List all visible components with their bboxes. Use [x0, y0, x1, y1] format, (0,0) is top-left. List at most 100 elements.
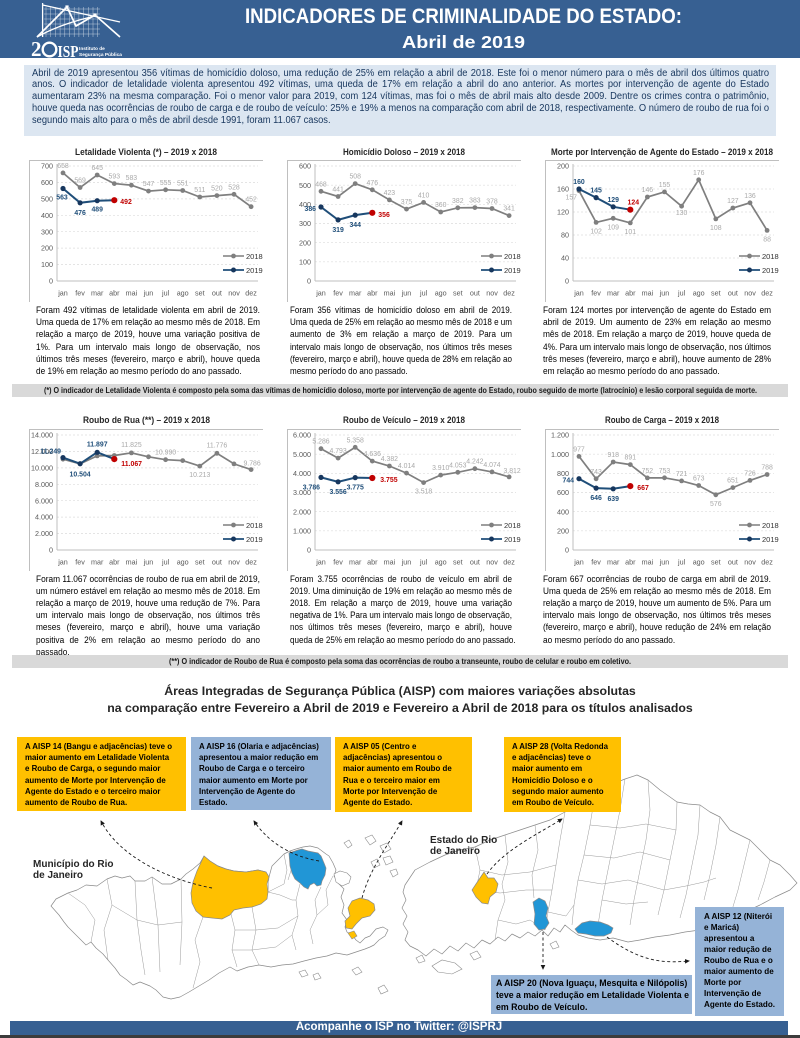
svg-text:300: 300 — [299, 219, 311, 228]
svg-text:jan: jan — [57, 289, 68, 298]
svg-text:673: 673 — [693, 476, 705, 483]
svg-text:Instituto de: Instituto de — [79, 46, 105, 52]
svg-text:551: 551 — [177, 181, 189, 188]
svg-text:721: 721 — [676, 471, 688, 478]
svg-text:2018: 2018 — [246, 521, 263, 530]
svg-text:mar: mar — [349, 558, 362, 567]
svg-text:157: 157 — [566, 195, 578, 202]
svg-text:3.775: 3.775 — [347, 485, 364, 492]
svg-text:8.000: 8.000 — [35, 480, 53, 489]
svg-text:508: 508 — [349, 174, 361, 181]
svg-text:abr: abr — [109, 558, 120, 567]
svg-text:set: set — [711, 558, 721, 567]
svg-text:set: set — [195, 558, 205, 567]
svg-text:2019: 2019 — [762, 535, 779, 544]
svg-text:set: set — [195, 289, 205, 298]
svg-text:0: 0 — [307, 277, 311, 286]
svg-text:jul: jul — [419, 558, 428, 567]
svg-text:0: 0 — [565, 546, 569, 555]
svg-text:2018: 2018 — [762, 252, 779, 261]
svg-text:101: 101 — [625, 229, 637, 236]
svg-text:3.000: 3.000 — [293, 488, 311, 497]
svg-text:dez: dez — [503, 289, 515, 298]
svg-text:375: 375 — [401, 199, 413, 206]
svg-text:1.000: 1.000 — [293, 526, 311, 535]
svg-text:100: 100 — [41, 260, 53, 269]
svg-text:mar: mar — [349, 289, 362, 298]
svg-text:0: 0 — [565, 277, 569, 286]
svg-text:788: 788 — [761, 465, 773, 472]
svg-text:520: 520 — [211, 186, 223, 193]
svg-text:mar: mar — [607, 289, 620, 298]
svg-text:out: out — [470, 289, 480, 298]
svg-text:400: 400 — [41, 211, 53, 220]
svg-text:jun: jun — [659, 289, 670, 298]
svg-text:0: 0 — [307, 546, 311, 555]
svg-text:382: 382 — [452, 198, 464, 205]
svg-text:0: 0 — [49, 546, 53, 555]
svg-text:341: 341 — [503, 206, 515, 213]
svg-text:mar: mar — [91, 558, 104, 567]
svg-text:2019: 2019 — [246, 535, 263, 544]
svg-text:102: 102 — [590, 228, 602, 235]
svg-text:441: 441 — [332, 187, 344, 194]
svg-text:109: 109 — [607, 224, 619, 231]
svg-text:500: 500 — [299, 181, 311, 190]
svg-text:mar: mar — [607, 558, 620, 567]
svg-text:726: 726 — [744, 470, 756, 477]
svg-text:400: 400 — [557, 507, 569, 516]
svg-text:abr: abr — [367, 289, 378, 298]
svg-text:4.014: 4.014 — [398, 463, 415, 470]
svg-text:344: 344 — [349, 222, 361, 229]
svg-text:jul: jul — [677, 289, 686, 298]
svg-text:410: 410 — [418, 192, 430, 199]
svg-text:fev: fev — [591, 558, 601, 567]
svg-text:jan: jan — [315, 558, 326, 567]
svg-text:743: 743 — [590, 469, 602, 476]
svg-text:476: 476 — [367, 180, 379, 187]
svg-text:fev: fev — [333, 558, 343, 567]
svg-text:4.382: 4.382 — [381, 456, 398, 463]
svg-text:130: 130 — [676, 210, 688, 217]
svg-text:651: 651 — [727, 478, 739, 485]
svg-text:10.504: 10.504 — [70, 472, 91, 479]
svg-text:500: 500 — [41, 195, 53, 204]
svg-text:out: out — [728, 558, 738, 567]
svg-text:300: 300 — [41, 227, 53, 236]
svg-text:600: 600 — [299, 162, 311, 171]
svg-text:2018: 2018 — [246, 252, 263, 261]
svg-text:11.897: 11.897 — [87, 441, 108, 448]
svg-text:3.556: 3.556 — [329, 489, 346, 496]
svg-text:ago: ago — [435, 289, 447, 298]
svg-text:jun: jun — [659, 558, 670, 567]
svg-text:2018: 2018 — [504, 521, 521, 530]
svg-text:492: 492 — [120, 199, 132, 206]
svg-text:4.793: 4.793 — [329, 448, 346, 455]
svg-text:abr: abr — [625, 289, 636, 298]
svg-text:jul: jul — [161, 558, 170, 567]
svg-text:645: 645 — [91, 165, 103, 172]
svg-text:2018: 2018 — [504, 252, 521, 261]
svg-text:abr: abr — [109, 289, 120, 298]
svg-text:5.358: 5.358 — [347, 437, 364, 444]
svg-text:out: out — [470, 558, 480, 567]
svg-text:abr: abr — [625, 558, 636, 567]
svg-text:3.755: 3.755 — [380, 477, 397, 484]
svg-text:fev: fev — [75, 558, 85, 567]
svg-text:ago: ago — [693, 289, 705, 298]
svg-text:752: 752 — [642, 468, 654, 475]
svg-text:set: set — [453, 289, 463, 298]
svg-text:378: 378 — [486, 199, 498, 206]
svg-text:145: 145 — [590, 188, 602, 195]
svg-text:600: 600 — [557, 488, 569, 497]
svg-text:nov: nov — [744, 289, 756, 298]
svg-text:400: 400 — [299, 200, 311, 209]
svg-text:146: 146 — [642, 187, 654, 194]
svg-text:2: 2 — [31, 37, 42, 58]
svg-text:4.242: 4.242 — [466, 459, 483, 466]
svg-text:jun: jun — [143, 558, 154, 567]
svg-text:40: 40 — [561, 254, 569, 263]
svg-text:120: 120 — [557, 208, 569, 217]
svg-text:mai: mai — [126, 558, 138, 567]
svg-text:Segurança Pública: Segurança Pública — [79, 52, 122, 58]
